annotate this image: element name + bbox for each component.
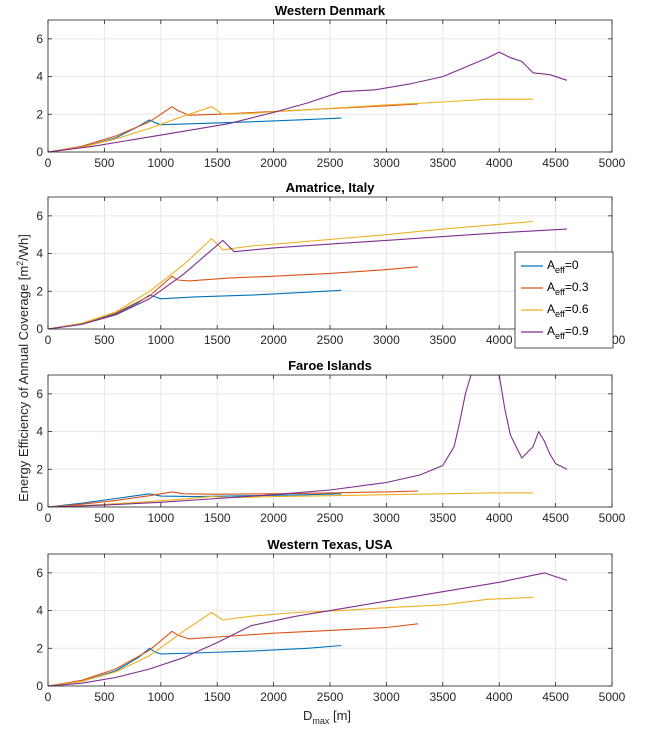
series-line-4 xyxy=(48,375,568,507)
series-line-4 xyxy=(48,228,567,329)
x-tick-label: 3500 xyxy=(429,333,456,347)
x-tick-label: 1500 xyxy=(204,690,231,704)
series-line-3 xyxy=(48,98,533,152)
x-tick-label: 3000 xyxy=(373,156,400,170)
x-tick-label: 4500 xyxy=(542,690,569,704)
y-tick-label: 2 xyxy=(36,641,43,655)
series-line-3 xyxy=(48,220,534,329)
x-tick-label: 4000 xyxy=(486,156,513,170)
series-line-3 xyxy=(48,492,533,507)
x-tick-label: 4000 xyxy=(486,511,513,525)
y-tick-label: 2 xyxy=(36,107,43,121)
x-tick-label: 0 xyxy=(45,333,52,347)
panel-title: Faroe Islands xyxy=(288,358,372,373)
x-tick-label: 5000 xyxy=(599,690,626,704)
y-tick-label: 6 xyxy=(36,32,43,46)
x-tick-label: 2000 xyxy=(260,156,287,170)
x-tick-label: 3000 xyxy=(373,511,400,525)
x-tick-label: 2500 xyxy=(317,156,344,170)
x-tick-label: 500 xyxy=(94,511,114,525)
x-tick-label: 1500 xyxy=(204,156,231,170)
x-tick-label: 3500 xyxy=(429,690,456,704)
panel-3: 0 500 1000 1500 2000 2500 3000 3500 4000 4500 5000… xyxy=(36,358,625,525)
x-tick-label: 0 xyxy=(45,156,52,170)
x-tick-label: 2000 xyxy=(260,690,287,704)
y-axis-label: Energy Efficiency of Annual Coverage [m2… xyxy=(15,234,31,502)
legend-label: Aeff=0 xyxy=(547,258,579,275)
series-line-2 xyxy=(48,490,419,507)
legend-label: Aeff=0.9 xyxy=(547,324,589,341)
series-line-1 xyxy=(48,289,342,329)
x-tick-label: 0 xyxy=(45,511,52,525)
series-group xyxy=(48,572,568,686)
series-group xyxy=(48,51,568,152)
x-tick-label: 1000 xyxy=(147,690,174,704)
x-tick-label: 2500 xyxy=(317,333,344,347)
panel-title: Western Texas, USA xyxy=(267,537,393,552)
y-tick-label: 0 xyxy=(36,145,43,159)
series-line-2 xyxy=(48,623,419,686)
legend-label: Aeff=0.3 xyxy=(547,280,589,297)
series-line-1 xyxy=(48,117,342,152)
x-tick-label: 4500 xyxy=(542,511,569,525)
x-tick-label: 1500 xyxy=(204,511,231,525)
series-group xyxy=(48,220,567,329)
panel-4: 0 500 1000 1500 2000 2500 3000 3500 4000 4500 5000… xyxy=(36,537,625,704)
x-tick-label: 0 xyxy=(45,690,52,704)
series-line-1 xyxy=(48,493,342,507)
x-tick-label: 3000 xyxy=(373,333,400,347)
series-group xyxy=(48,375,568,507)
x-tick-label: 5000 xyxy=(599,511,626,525)
x-tick-label: 4000 xyxy=(486,690,513,704)
y-tick-label: 0 xyxy=(36,500,43,514)
y-tick-label: 6 xyxy=(36,387,43,401)
x-tick-label: 2500 xyxy=(317,690,344,704)
x-axis-label: Dmax [m] xyxy=(303,708,351,726)
x-tick-label: 2500 xyxy=(317,511,344,525)
y-tick-label: 4 xyxy=(36,70,43,84)
x-tick-label: 5000 xyxy=(599,156,626,170)
x-tick-label: 500 xyxy=(94,690,114,704)
x-tick-label: 1000 xyxy=(147,156,174,170)
series-line-4 xyxy=(48,51,568,152)
series-line-3 xyxy=(48,596,534,686)
y-tick-label: 4 xyxy=(36,425,43,439)
panel-title: Western Denmark xyxy=(275,3,386,18)
y-tick-label: 2 xyxy=(36,462,43,476)
x-tick-label: 3000 xyxy=(373,690,400,704)
panel-title: Amatrice, Italy xyxy=(286,180,376,195)
y-tick-label: 0 xyxy=(36,679,43,693)
x-tick-label: 1000 xyxy=(147,511,174,525)
x-tick-label: 500 xyxy=(94,156,114,170)
y-tick-label: 6 xyxy=(36,209,43,223)
x-tick-label: 3500 xyxy=(429,156,456,170)
y-tick-label: 4 xyxy=(36,604,43,618)
y-tick-label: 4 xyxy=(36,247,43,261)
series-line-4 xyxy=(48,572,568,686)
y-tick-label: 2 xyxy=(36,284,43,298)
x-tick-label: 500 xyxy=(94,333,114,347)
legend-label: Aeff=0.6 xyxy=(547,302,589,319)
y-tick-label: 6 xyxy=(36,566,43,580)
series-line-2 xyxy=(48,266,419,329)
x-tick-label: 1000 xyxy=(147,333,174,347)
x-tick-label: 2000 xyxy=(260,511,287,525)
x-tick-label: 4000 xyxy=(486,333,513,347)
y-tick-label: 0 xyxy=(36,322,43,336)
legend: Aeff=0 Aeff=0.3 Aeff=0.6 Aeff=0.9 xyxy=(514,251,614,349)
x-tick-label: 3500 xyxy=(429,511,456,525)
x-tick-label: 1500 xyxy=(204,333,231,347)
panel-1: 0 500 1000 1500 2000 2500 3000 3500 4000 4500 5000… xyxy=(36,3,625,170)
x-tick-label: 2000 xyxy=(260,333,287,347)
x-tick-label: 4500 xyxy=(542,156,569,170)
